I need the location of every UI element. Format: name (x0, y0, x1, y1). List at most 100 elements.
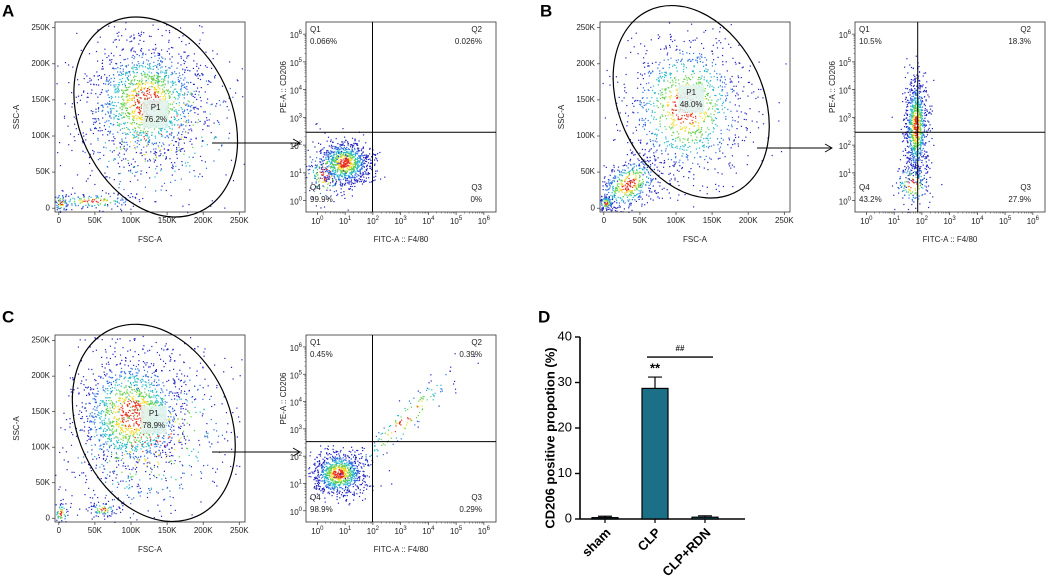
event-dot (174, 123, 176, 126)
event-dot (344, 136, 346, 138)
event-dot (616, 180, 619, 182)
event-dot (158, 76, 160, 78)
event-dot (647, 171, 649, 173)
event-dot (123, 145, 125, 147)
event-dot (320, 143, 322, 145)
event-dot (210, 81, 212, 83)
event-dot (192, 107, 194, 109)
event-dot (124, 83, 126, 85)
event-dot (633, 170, 635, 172)
event-dot (327, 150, 329, 152)
tick-base: 10 (422, 217, 431, 226)
event-dot (102, 134, 104, 136)
event-dot (351, 185, 353, 188)
event-dot (707, 116, 709, 118)
event-dot (201, 136, 203, 138)
event-dot (135, 151, 137, 154)
event-dot (641, 182, 643, 184)
event-dot (656, 192, 658, 195)
event-dot (84, 200, 86, 202)
event-dot (703, 138, 705, 140)
event-dot (329, 171, 331, 173)
event-dot (640, 43, 642, 45)
event-dot (326, 162, 328, 165)
event-dot (353, 178, 355, 181)
event-dot (693, 142, 696, 144)
event-dot (95, 207, 97, 209)
event-dot (756, 121, 758, 123)
event-dot (627, 177, 629, 179)
event-dot (354, 155, 357, 157)
event-dot (707, 142, 709, 144)
event-dot (68, 64, 70, 66)
event-dot (316, 172, 318, 174)
event-dot (352, 157, 354, 159)
event-dot (122, 48, 124, 50)
event-dot (105, 200, 108, 202)
event-dot (82, 142, 84, 144)
event-dot (326, 176, 329, 178)
event-dot (619, 206, 621, 208)
event-dot (697, 79, 699, 81)
event-dot (113, 26, 116, 28)
event-dot (626, 190, 628, 192)
event-dot (649, 139, 651, 141)
event-dot (65, 199, 67, 201)
event-dot (650, 181, 652, 183)
event-dot (619, 173, 621, 175)
event-dot (152, 79, 154, 81)
event-dot (638, 185, 640, 188)
event-dot (909, 64, 911, 66)
event-dot (169, 67, 171, 69)
event-dot (666, 145, 668, 147)
quadrant-name: Q3 (471, 183, 482, 192)
event-dot (337, 156, 339, 158)
event-dot (340, 171, 342, 173)
event-dot (172, 90, 174, 92)
event-dot (723, 112, 725, 114)
event-dot (734, 143, 736, 145)
event-dot (687, 146, 689, 148)
event-dot (650, 72, 652, 75)
event-dot (118, 90, 120, 92)
event-dot (125, 133, 127, 136)
event-dot (188, 115, 190, 117)
event-dot (660, 48, 662, 50)
event-dot (142, 91, 144, 93)
event-dot (342, 128, 344, 130)
event-dot (373, 154, 375, 156)
event-dot (332, 157, 334, 159)
event-dot (639, 186, 641, 188)
event-dot (340, 185, 342, 187)
event-dot (329, 173, 331, 175)
event-dot (348, 160, 350, 162)
event-dot (678, 83, 680, 85)
event-dot (315, 185, 317, 187)
event-dot (83, 135, 85, 137)
event-dot (80, 198, 82, 200)
event-dot (151, 75, 153, 77)
event-dot (349, 156, 351, 158)
event-dot (156, 75, 158, 77)
event-dot (101, 68, 103, 70)
event-dot (917, 100, 920, 102)
event-dot (630, 193, 632, 196)
event-dot (71, 203, 73, 205)
event-dot (218, 149, 220, 151)
event-dot (221, 85, 224, 87)
event-dot (197, 113, 199, 115)
event-dot (71, 106, 73, 108)
event-dot (716, 104, 718, 106)
event-dot (626, 154, 628, 156)
event-dot (148, 93, 150, 95)
event-dot (62, 197, 64, 199)
x-tick-label: 250K (775, 216, 794, 225)
event-dot (107, 80, 109, 82)
event-dot (153, 161, 155, 163)
event-dot (166, 135, 168, 137)
event-dot (172, 167, 174, 170)
event-dot (161, 66, 163, 68)
event-dot (187, 69, 189, 71)
event-dot (141, 155, 143, 157)
event-dot (680, 63, 683, 65)
